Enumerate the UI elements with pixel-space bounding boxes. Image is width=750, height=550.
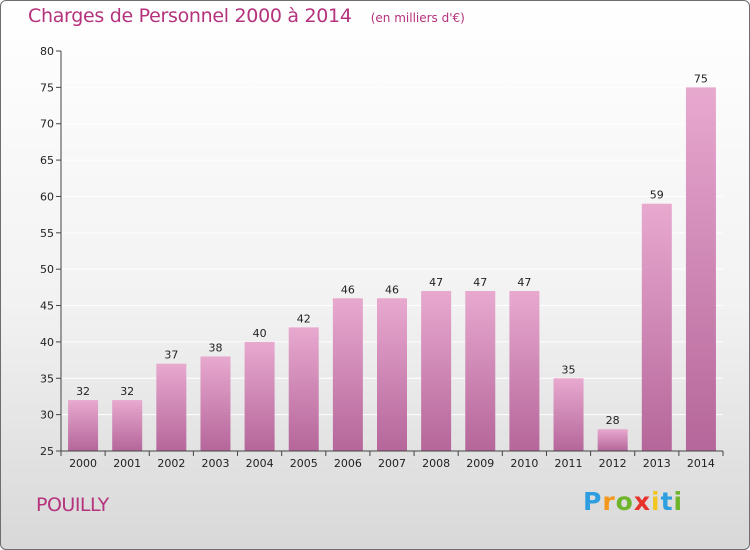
y-tick-label-45: 45 <box>40 300 54 313</box>
chart-subtitle: (en milliers d'€) <box>370 11 465 25</box>
x-tick-label-2002: 2002 <box>157 457 185 470</box>
x-tick-label-2009: 2009 <box>466 457 494 470</box>
y-tick-label-50: 50 <box>40 263 54 276</box>
x-tick-label-2010: 2010 <box>510 457 538 470</box>
value-label-2005: 42 <box>297 312 311 325</box>
x-tick-label-2005: 2005 <box>290 457 318 470</box>
value-label-2011: 35 <box>562 363 576 376</box>
value-label-2000: 32 <box>76 385 90 398</box>
value-label-2014: 75 <box>694 72 708 85</box>
y-tick-label-30: 30 <box>40 409 54 422</box>
logo-letter: r <box>602 487 616 516</box>
y-tick-label-25: 25 <box>40 445 54 458</box>
value-label-2001: 32 <box>120 385 134 398</box>
y-tick-label-55: 55 <box>40 227 54 240</box>
bar-2010 <box>509 291 540 451</box>
y-tick-label-65: 65 <box>40 154 54 167</box>
axes <box>60 51 723 452</box>
bar-2012 <box>597 429 628 451</box>
logo-letter: x <box>633 487 651 516</box>
bar-2001 <box>112 400 143 451</box>
x-tick-label-2006: 2006 <box>334 457 362 470</box>
y-tick-label-40: 40 <box>40 336 54 349</box>
value-label-2004: 40 <box>253 327 267 340</box>
bar-2006 <box>332 298 363 451</box>
x-tick-label-2003: 2003 <box>201 457 229 470</box>
value-label-2013: 59 <box>650 189 664 202</box>
value-label-2012: 28 <box>606 414 620 427</box>
x-tick-label-2001: 2001 <box>113 457 141 470</box>
y-tick-label-60: 60 <box>40 190 54 203</box>
logo-letter: i <box>673 487 684 516</box>
y-tick-label-80: 80 <box>40 45 54 58</box>
bars: 32 32 37 38 40 42 46 46 47 47 47 35 28 59 75 <box>68 72 716 451</box>
bar-2008 <box>421 291 452 451</box>
bar-2009 <box>465 291 496 451</box>
proxiti-logo: Proxiti <box>583 487 683 516</box>
bar-2014 <box>685 87 716 451</box>
bar-2013 <box>641 203 672 451</box>
chart-title: Charges de Personnel 2000 à 2014 (en mil… <box>28 5 465 27</box>
bar-2002 <box>156 363 187 451</box>
x-tick-label-2014: 2014 <box>687 457 715 470</box>
value-label-2009: 47 <box>473 276 487 289</box>
y-tick-label-70: 70 <box>40 118 54 131</box>
x-tick-label-2007: 2007 <box>378 457 406 470</box>
logo-letter: i <box>651 487 661 516</box>
commune-name: POUILLY <box>36 494 109 516</box>
value-label-2010: 47 <box>517 276 531 289</box>
value-label-2008: 47 <box>429 276 443 289</box>
x-tick-label-2004: 2004 <box>246 457 274 470</box>
x-tick-label-2008: 2008 <box>422 457 450 470</box>
value-label-2006: 46 <box>341 283 355 296</box>
y-tick-label-75: 75 <box>40 81 54 94</box>
x-tick-label-2013: 2013 <box>643 457 671 470</box>
logo-letter: t <box>660 487 674 516</box>
y-tick-label-35: 35 <box>40 372 54 385</box>
bar-2004 <box>244 341 275 451</box>
chart-title-text: Charges de Personnel 2000 à 2014 <box>28 5 352 27</box>
bar-2011 <box>553 378 584 451</box>
bar-2000 <box>68 400 99 451</box>
y-axis-ticks: 25 30 35 40 45 50 55 60 65 70 75 80 <box>40 45 61 458</box>
x-axis-ticks: 2000 2001 2002 2003 2004 2005 2006 2007 2008 2009… <box>60 451 724 470</box>
value-label-2002: 37 <box>164 349 178 362</box>
logo-letter: P <box>583 487 603 516</box>
bar-2005 <box>288 327 319 451</box>
value-label-2003: 38 <box>208 341 222 354</box>
bar-2007 <box>377 298 407 451</box>
x-tick-label-2012: 2012 <box>599 457 627 470</box>
value-label-2007: 46 <box>385 283 399 296</box>
logo-letter: o <box>615 487 634 516</box>
x-tick-label-2011: 2011 <box>555 457 583 470</box>
bar-2003 <box>200 356 231 451</box>
x-tick-label-2000: 2000 <box>69 457 97 470</box>
